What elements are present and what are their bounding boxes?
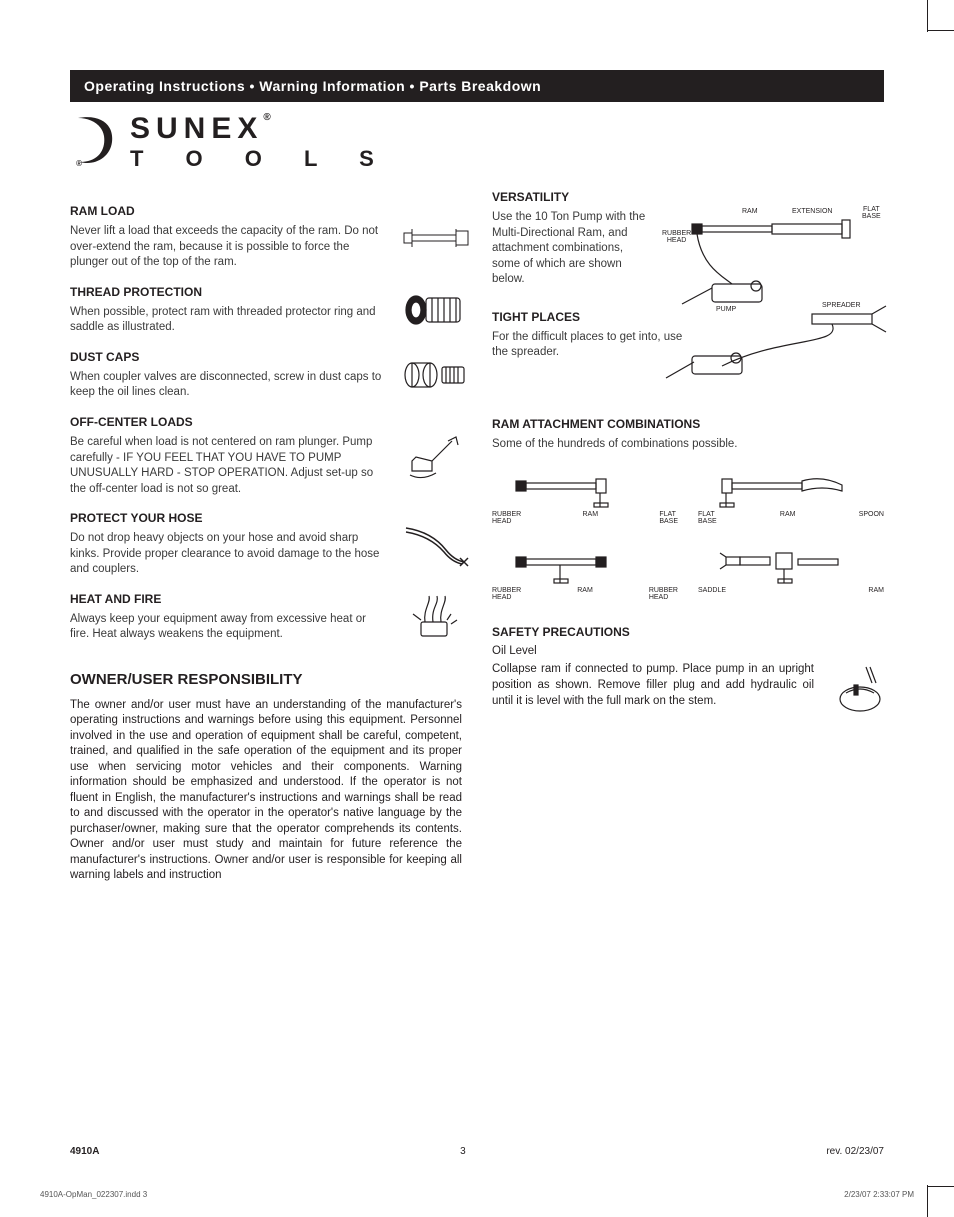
footer-model: 4910A	[70, 1146, 99, 1157]
safety-subtitle: Oil Level	[492, 645, 884, 657]
protect-hose-title: PROTECT YOUR HOSE	[70, 511, 382, 525]
safety-body: Collapse ram if connected to pump. Place…	[492, 663, 814, 707]
label-rubber-head: RUBBER HEAD	[662, 230, 691, 244]
thread-protection-body: When possible, protect ram with threaded…	[70, 305, 382, 336]
label-ram-1b: RAM	[780, 511, 796, 525]
thread-protection-title: THREAD PROTECTION	[70, 285, 382, 299]
label-spoon-1b: SPOON	[859, 511, 884, 525]
owner-body: The owner and/or user must have an under…	[70, 698, 462, 884]
indd-file: 4910A-OpMan_022307.indd 3	[40, 1190, 147, 1199]
attach-row-1: RUBBER HEAD RAM FLAT BASE FLAT BASE RAM …	[492, 467, 884, 525]
ram-load-title: RAM LOAD	[70, 204, 382, 218]
label-spreader: SPREADER	[822, 302, 861, 309]
section-heat-fire: HEAT AND FIRE Always keep your equipment…	[70, 592, 462, 643]
heat-fire-body: Always keep your equipment away from exc…	[70, 612, 382, 643]
ram-attach-title: RAM ATTACHMENT COMBINATIONS	[492, 417, 884, 431]
section-dust-caps: DUST CAPS When coupler valves are discon…	[70, 350, 462, 401]
footer-page-number: 3	[460, 1146, 466, 1157]
ram-load-body: Never lift a load that exceeds the capac…	[70, 224, 382, 271]
label-saddle-2b: SADDLE	[698, 587, 726, 594]
logo-brand-top: SUNEX	[130, 112, 263, 145]
svg-text:®: ®	[76, 159, 82, 168]
indd-timestamp: 2/23/07 2:33:07 PM	[844, 1190, 914, 1199]
protect-hose-icon	[402, 519, 472, 569]
page-footer: 4910A 3 rev. 02/23/07	[70, 1146, 884, 1157]
attach-icon-1b	[716, 467, 866, 507]
attach-icon-2b	[716, 543, 866, 583]
indesign-slug: 4910A-OpMan_022307.indd 3 2/23/07 2:33:0…	[40, 1190, 914, 1199]
protect-hose-body: Do not drop heavy objects on your hose a…	[70, 531, 382, 578]
label-pump: PUMP	[716, 306, 736, 313]
section-thread-protection: THREAD PROTECTION When possible, protect…	[70, 285, 462, 336]
safety-title: SAFETY PRECAUTIONS	[492, 625, 884, 639]
dust-caps-title: DUST CAPS	[70, 350, 382, 364]
versatility-title: VERSATILITY	[492, 190, 884, 204]
attach-icon-1a	[510, 467, 660, 507]
off-center-icon	[402, 431, 472, 481]
off-center-title: OFF-CENTER LOADS	[70, 415, 382, 429]
owner-title: OWNER/USER RESPONSIBILITY	[70, 671, 462, 688]
label-rubber-head-2a2: RUBBER HEAD	[649, 587, 678, 601]
versatility-body: Use the 10 Ton Pump with the Multi-Direc…	[492, 210, 652, 288]
footer-rev: rev. 02/23/07	[826, 1146, 884, 1157]
label-ram: RAM	[742, 208, 758, 215]
attach-row-2: RUBBER HEAD RAM RUBBER HEAD SADDLE RAM	[492, 543, 884, 601]
label-flat-base-1a: FLAT BASE	[659, 511, 678, 525]
label-extension: EXTENSION	[792, 208, 832, 215]
label-ram-1a: RAM	[582, 511, 598, 525]
ram-load-icon	[402, 213, 472, 263]
dust-caps-body: When coupler valves are disconnected, sc…	[70, 370, 382, 401]
brand-logo: ® SUNEX® T O O L S	[70, 112, 884, 172]
versatility-diagram: RAM EXTENSION FLAT BASE RUBBER HEAD PUMP…	[662, 206, 892, 396]
label-ram-2b: RAM	[868, 587, 884, 594]
label-ram-2a: RAM	[577, 587, 593, 601]
attach-icon-2a	[510, 543, 660, 583]
header-bar: Operating Instructions • Warning Informa…	[70, 70, 884, 102]
heat-fire-icon	[402, 592, 472, 642]
label-rubber-head-1a: RUBBER HEAD	[492, 511, 521, 525]
label-flat-base-1b: FLAT BASE	[698, 511, 717, 525]
logo-reg: ®	[263, 112, 276, 123]
label-rubber-head-2a: RUBBER HEAD	[492, 587, 521, 601]
off-center-body: Be careful when load is not centered on …	[70, 435, 382, 497]
dust-caps-icon	[402, 350, 472, 400]
heat-fire-title: HEAT AND FIRE	[70, 592, 382, 606]
oil-level-icon	[834, 661, 890, 717]
section-ram-load: RAM LOAD Never lift a load that exceeds …	[70, 204, 462, 271]
ram-attach-subtitle: Some of the hundreds of combinations pos…	[492, 437, 884, 453]
logo-swoosh-icon: ®	[70, 112, 122, 172]
section-off-center: OFF-CENTER LOADS Be careful when load is…	[70, 415, 462, 497]
logo-brand-bottom: T O O L S	[130, 146, 392, 172]
section-protect-hose: PROTECT YOUR HOSE Do not drop heavy obje…	[70, 511, 462, 578]
label-flat-base: FLAT BASE	[862, 206, 881, 220]
thread-protection-icon	[402, 285, 472, 335]
